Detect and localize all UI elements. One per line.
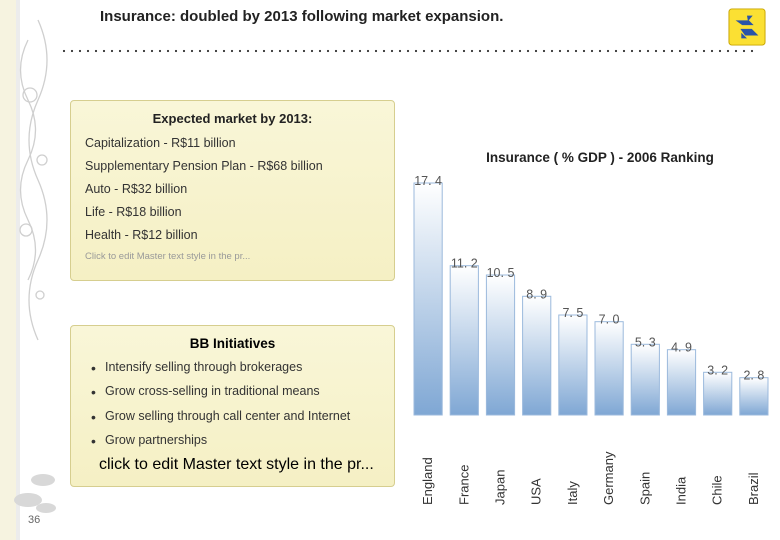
category-label: USA [529,478,544,505]
page-number: 36 [28,514,40,526]
initiatives-panel: BB Initiatives Intensify selling through… [70,325,395,487]
panel-note: click to edit Master text style in the p… [99,456,380,474]
bar [486,275,514,415]
category-label: Brazil [746,472,761,505]
bar [704,372,732,415]
bar [414,183,442,415]
bar-value-label: 4. 9 [671,341,692,355]
bar-value-label: 8. 9 [526,287,547,301]
bar [740,378,768,415]
gdp-bar-chart: 17. 4 11. 2 10. 5 8. 9 7. 5 7. 0 5. 3 4. 9 3. 2 2… [410,175,772,515]
bar-value-label: 17. 4 [414,175,442,188]
bar [523,296,551,415]
market-line: Auto - R$32 billion [85,182,380,196]
bar-value-label: 11. 2 [451,257,478,271]
bar-value-label: 2. 8 [743,369,764,383]
category-label: England [420,457,435,505]
bar-value-label: 7. 0 [599,313,620,327]
header: Insurance: doubled by 2013 following mar… [0,0,780,30]
bar-value-label: 7. 5 [562,306,583,320]
bar [631,344,659,415]
panel-note: Click to edit Master text style in the p… [85,251,380,262]
bar [595,322,623,415]
category-label: Germany [601,451,616,505]
market-line: Capitalization - R$11 billion [85,136,380,150]
bar [667,350,695,415]
category-label: Japan [493,470,508,505]
bar-value-label: 3. 2 [707,363,728,377]
category-label: France [456,465,471,505]
category-label: Spain [637,472,652,505]
initiative-item: Grow selling through call center and Int… [91,408,380,424]
initiative-item: Grow cross-selling in traditional means [91,383,380,399]
market-header: Expected market by 2013: [85,111,380,126]
bar [559,315,587,415]
initiative-item: Intensify selling through brokerages [91,359,380,375]
market-line: Health - R$12 billion [85,228,380,242]
initiatives-header: BB Initiatives [85,336,380,351]
market-panel: Expected market by 2013: Capitalization … [70,100,395,281]
market-line: Life - R$18 billion [85,205,380,219]
left-ornament [0,0,60,540]
page-title: Insurance: doubled by 2013 following mar… [100,8,503,25]
category-label: Italy [565,481,580,505]
chart-title: Insurance ( % GDP ) - 2006 Ranking [430,150,770,165]
initiative-item: Grow partnerships [91,432,380,448]
bar [450,266,478,415]
bar-value-label: 10. 5 [487,266,515,280]
category-label: India [674,476,689,505]
bb-logo [728,8,766,46]
bar-value-label: 5. 3 [635,335,656,349]
dotted-rule [60,48,760,54]
category-label: Chile [710,475,725,505]
market-line: Supplementary Pension Plan - R$68 billio… [85,159,380,173]
